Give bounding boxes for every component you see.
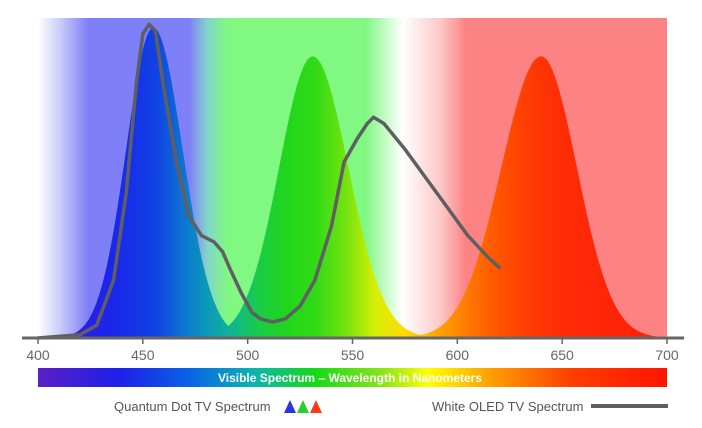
x-tick-label: 650 [550,347,574,363]
quantum-dot-red-peak [373,56,691,339]
legend-quantum-dot-label: Quantum Dot TV Spectrum [114,399,271,414]
quantum-dot-blue-peak [38,27,277,338]
legend-green-peak-icon [297,400,309,413]
legend-oled-label: White OLED TV Spectrum [432,399,583,414]
legend-red-peak-icon [310,400,322,413]
legend-blue-peak-icon [284,400,296,413]
legend-rgb-peaks-icon [284,400,322,413]
visible-spectrum-bar [38,368,667,387]
x-tick-label: 600 [446,347,470,363]
x-tick-label: 400 [26,347,50,363]
x-tick-label: 550 [341,347,365,363]
x-tick-label: 450 [131,347,155,363]
x-tick-label: 500 [236,347,260,363]
oled-spectrum-line [36,22,502,340]
spectrum-bar-title: Visible Spectrum – Wavelength in Nanomet… [218,371,482,385]
quantum-dot-green-peak [171,56,463,339]
x-tick-label: 700 [655,347,679,363]
